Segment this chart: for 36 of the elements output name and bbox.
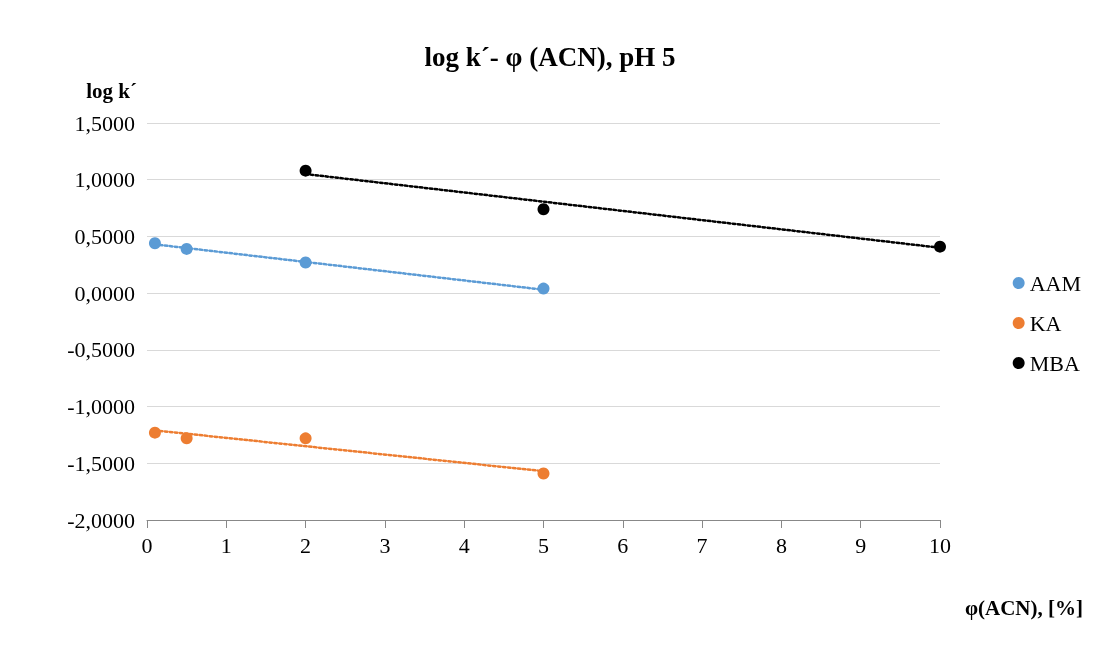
x-tick-label: 0 (141, 532, 153, 558)
x-axis-title: φ(ACN), [%] (964, 595, 1083, 620)
point (299, 432, 312, 445)
y-tick-label: -2,0000 (67, 507, 135, 533)
x-tick-label: 1 (220, 532, 232, 558)
y-axis-title: log k´ (86, 78, 137, 103)
y-tick-label: -0,5000 (67, 337, 135, 363)
legend-label: AAM (1029, 270, 1082, 296)
point (537, 203, 550, 216)
y-tick-label: 0,0000 (74, 280, 135, 306)
point (148, 237, 161, 250)
y-tick-label: -1,5000 (67, 450, 135, 476)
point (180, 242, 193, 255)
x-tick-label: 7 (696, 532, 708, 558)
point (148, 426, 161, 439)
x-tick-label: 8 (775, 532, 787, 558)
x-tick-label: 4 (458, 532, 470, 558)
point (537, 282, 550, 295)
y-tick-label: 0,5000 (74, 223, 135, 249)
point (299, 256, 312, 269)
legend-label: MBA (1029, 350, 1080, 376)
x-tick-label: 3 (379, 532, 391, 558)
chart-title: log k´- φ (ACN), pH 5 (424, 41, 676, 72)
point (934, 240, 946, 253)
x-tick-label: 2 (300, 532, 312, 558)
x-tick-label: 10 (929, 532, 951, 558)
y-tick-label: 1,5000 (74, 110, 135, 136)
y-tick-label: 1,0000 (74, 167, 135, 193)
y-tick-label: -1,0000 (67, 394, 135, 420)
point (537, 467, 550, 480)
point (180, 432, 193, 445)
x-tick-label: 5 (538, 532, 549, 558)
point (299, 164, 312, 177)
x-tick-label: 6 (617, 532, 629, 558)
x-tick-label: 9 (855, 532, 867, 558)
legend-label: KA (1029, 310, 1062, 336)
